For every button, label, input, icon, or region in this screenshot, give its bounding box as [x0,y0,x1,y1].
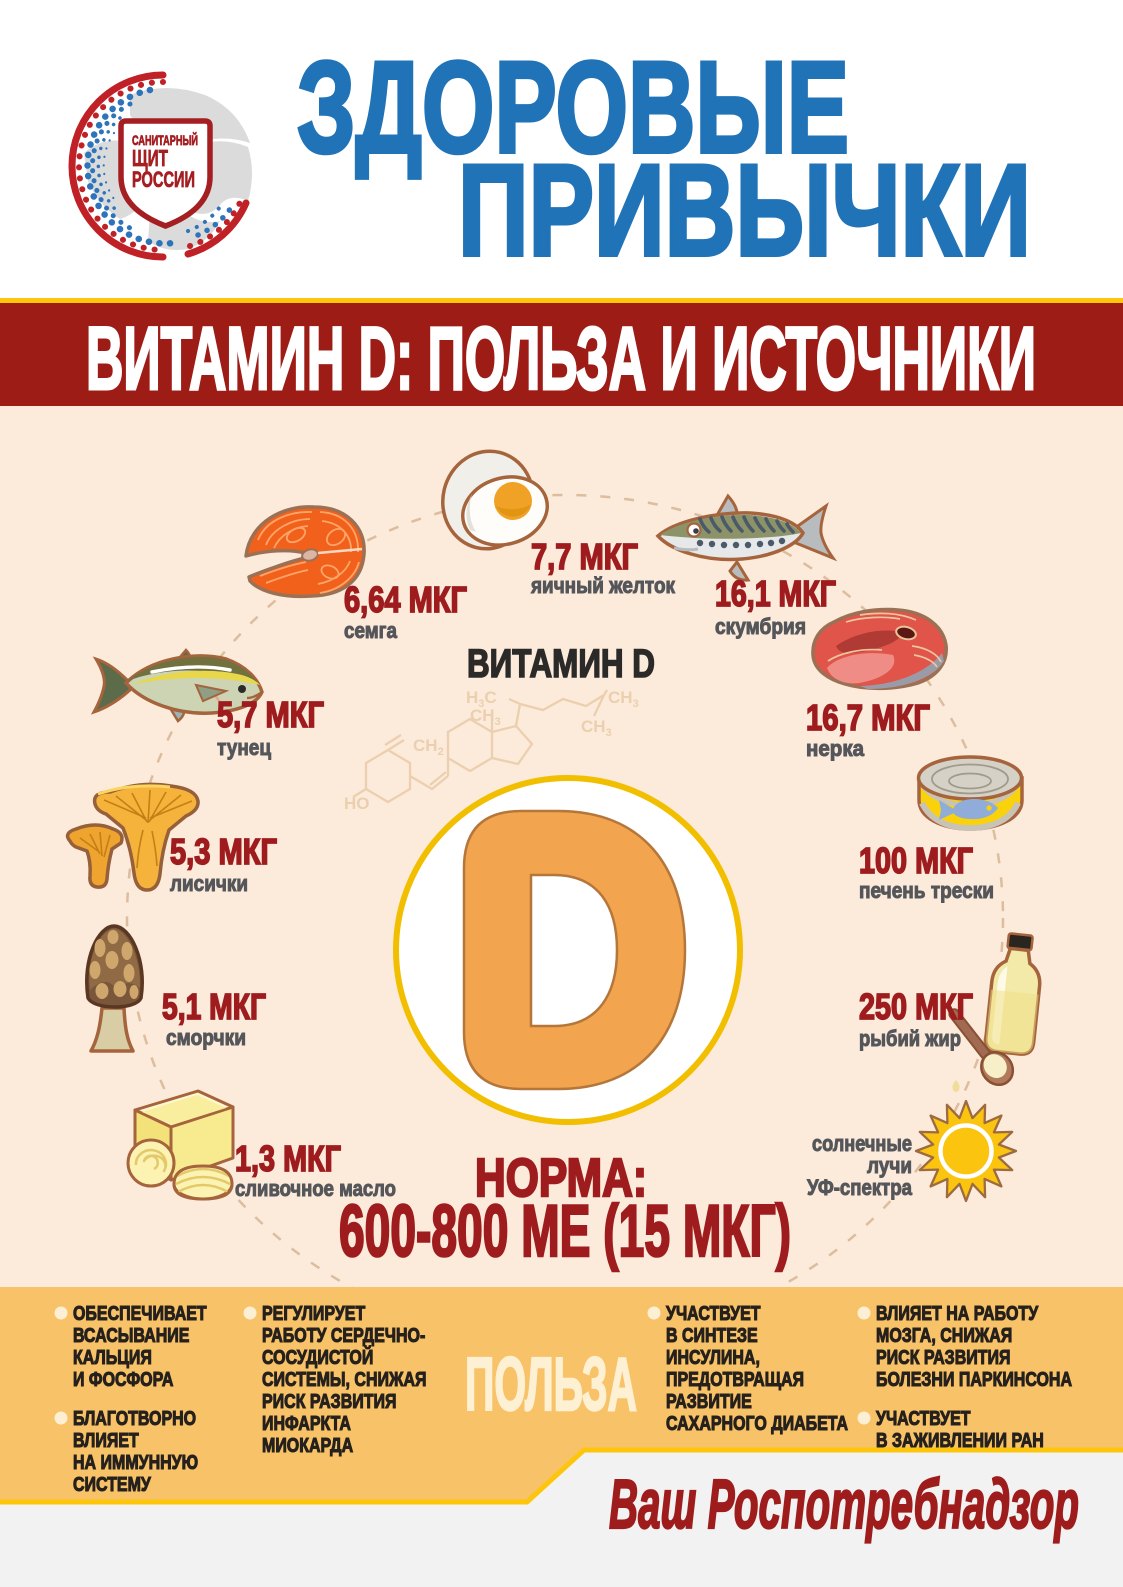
svg-text:БОЛЕЗНИ ПАРКИНСОНА: БОЛЕЗНИ ПАРКИНСОНА [876,1367,1072,1390]
svg-text:HO: HO [344,794,370,813]
svg-text:РИСК РАЗВИТИЯ: РИСК РАЗВИТИЯ [876,1345,1010,1368]
svg-text:РОССИИ: РОССИИ [132,167,195,192]
svg-text:САХАРНОГО ДИАБЕТА: САХАРНОГО ДИАБЕТА [666,1411,848,1434]
svg-text:ПРИВЫЧКИ: ПРИВЫЧКИ [458,137,1031,283]
svg-text:7,7 МКГ: 7,7 МКГ [531,536,638,577]
svg-text:16,7 МКГ: 16,7 МКГ [806,697,930,738]
svg-text:сморчки: сморчки [166,1025,246,1050]
svg-text:лучи: лучи [867,1153,912,1178]
svg-text:ВЛИЯЕТ: ВЛИЯЕТ [73,1428,139,1451]
svg-text:ОБЕСПЕЧИВАЕТ: ОБЕСПЕЧИВАЕТ [73,1301,207,1324]
svg-text:УФ-спектра: УФ-спектра [807,1175,913,1200]
svg-text:CH3: CH3 [470,706,501,728]
svg-text:Ваш Роспотребнадзор: Ваш Роспотребнадзор [609,1465,1079,1543]
svg-text:НОРМА:: НОРМА: [475,1148,647,1208]
svg-text:тунец: тунец [217,735,271,760]
svg-text:ВИТАМИН D: ВИТАМИН D [467,642,655,686]
svg-text:КАЛЬЦИЯ: КАЛЬЦИЯ [73,1345,152,1368]
svg-text:CH2: CH2 [413,736,444,758]
svg-text:В СИНТЕЗЕ: В СИНТЕЗЕ [666,1323,758,1346]
svg-text:ВСАСЫВАНИЕ: ВСАСЫВАНИЕ [73,1323,189,1346]
svg-text:рыбий жир: рыбий жир [859,1026,961,1051]
svg-text:ЗДОРОВЫЕ: ЗДОРОВЫЕ [297,34,849,180]
svg-text:СОСУДИСТОЙ: СОСУДИСТОЙ [262,1345,373,1368]
svg-text:лисички: лисички [170,871,248,896]
svg-text:СИСТЕМЫ, СНИЖАЯ: СИСТЕМЫ, СНИЖАЯ [262,1367,426,1390]
svg-text:5,1 МКГ: 5,1 МКГ [162,986,266,1027]
svg-text:МОЗГА, СНИЖАЯ: МОЗГА, СНИЖАЯ [876,1323,1012,1346]
svg-text:ПОЛЬЗА: ПОЛЬЗА [465,1342,637,1426]
svg-text:И ФОСФОРА: И ФОСФОРА [73,1367,173,1390]
svg-text:НА ИММУННУЮ: НА ИММУННУЮ [73,1450,198,1473]
svg-text:СИСТЕМУ: СИСТЕМУ [73,1472,151,1495]
svg-text:ИНФАРКТА: ИНФАРКТА [262,1411,351,1434]
svg-text:ПРЕДОТВРАЩАЯ: ПРЕДОТВРАЩАЯ [666,1367,804,1390]
svg-text:ЩИТ: ЩИТ [132,145,168,171]
svg-text:В ЗАЖИВЛЕНИИ РАН: В ЗАЖИВЛЕНИИ РАН [876,1428,1044,1451]
svg-text:ВИТАМИН D: ПОЛЬЗА И ИСТОЧНИКИ: ВИТАМИН D: ПОЛЬЗА И ИСТОЧНИКИ [86,308,1036,408]
svg-text:1,3 МКГ: 1,3 МКГ [235,1138,341,1179]
svg-text:МИОКАРДА: МИОКАРДА [262,1433,353,1456]
svg-text:РЕГУЛИРУЕТ: РЕГУЛИРУЕТ [262,1301,366,1324]
svg-text:600-800 МЕ (15 МКГ): 600-800 МЕ (15 МКГ) [339,1191,791,1272]
svg-text:РИСК РАЗВИТИЯ: РИСК РАЗВИТИЯ [262,1389,396,1412]
svg-text:скумбрия: скумбрия [715,614,806,639]
svg-text:100 МКГ: 100 МКГ [859,840,973,881]
svg-text:УЧАСТВУЕТ: УЧАСТВУЕТ [666,1301,761,1324]
svg-text:CH3: CH3 [581,717,612,739]
svg-text:250 МКГ: 250 МКГ [859,986,973,1027]
svg-text:РАЗВИТИЕ: РАЗВИТИЕ [666,1389,752,1412]
svg-text:УЧАСТВУЕТ: УЧАСТВУЕТ [876,1406,971,1429]
svg-text:5,7 МКГ: 5,7 МКГ [217,694,324,735]
svg-text:яичный желток: яичный желток [530,573,676,598]
svg-text:CH3: CH3 [608,688,639,710]
svg-text:ВЛИЯЕТ НА РАБОТУ: ВЛИЯЕТ НА РАБОТУ [876,1301,1039,1324]
svg-text:семга: семга [344,618,398,643]
svg-text:6,64 МКГ: 6,64 МКГ [344,579,467,620]
svg-text:печень трески: печень трески [859,878,994,903]
svg-text:БЛАГОТВОРНО: БЛАГОТВОРНО [73,1406,196,1429]
svg-text:H3C: H3C [466,688,497,710]
svg-text:РАБОТУ СЕРДЕЧНО-: РАБОТУ СЕРДЕЧНО- [262,1323,425,1346]
svg-text:16,1 МКГ: 16,1 МКГ [715,573,836,614]
svg-text:солнечные: солнечные [812,1131,912,1156]
svg-text:САНИТАРНЫЙ: САНИТАРНЫЙ [132,131,198,148]
svg-text:нерка: нерка [806,736,865,761]
svg-text:ИНСУЛИНА,: ИНСУЛИНА, [666,1345,760,1368]
svg-text:сливочное масло: сливочное масло [235,1176,396,1201]
svg-text:5,3 МКГ: 5,3 МКГ [170,831,277,872]
